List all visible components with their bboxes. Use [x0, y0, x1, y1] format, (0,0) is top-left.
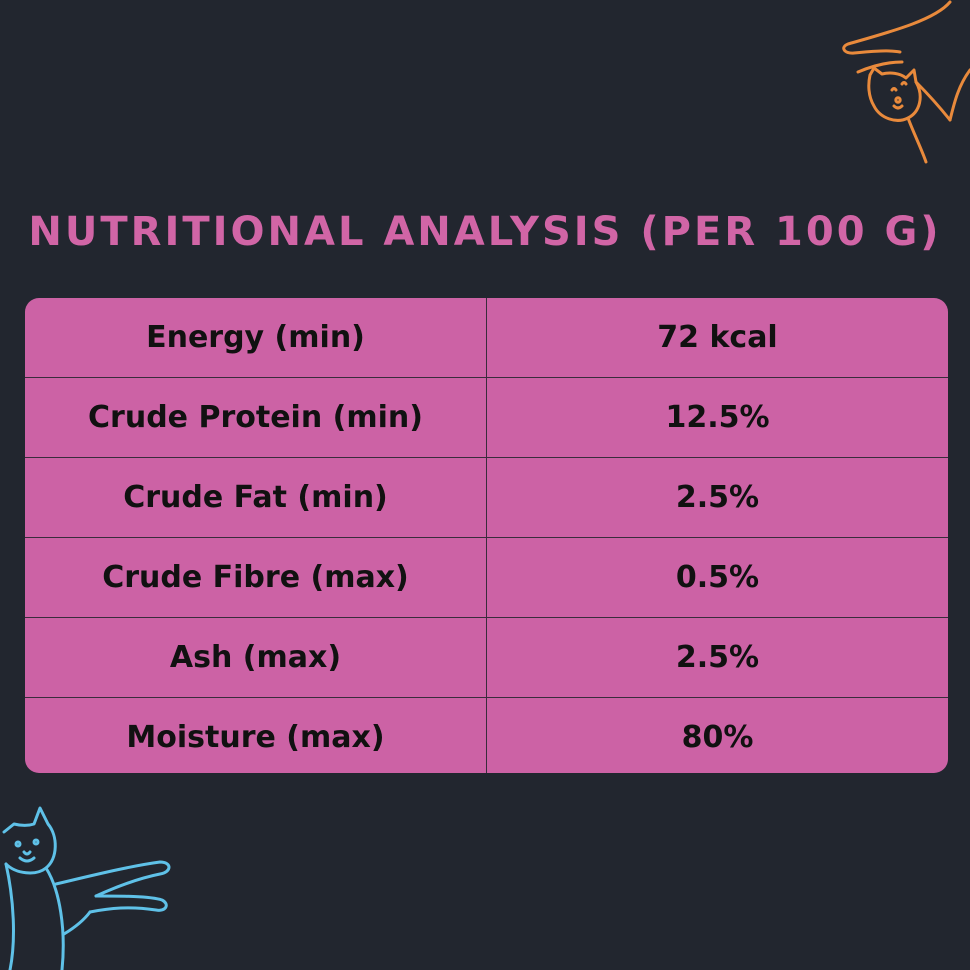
orange-cat-doodle-icon — [842, 0, 970, 164]
table-row: Crude Protein (min) 12.5% — [25, 377, 948, 458]
nutrient-label: Crude Fat (min) — [25, 457, 487, 538]
nutrient-value: 2.5% — [486, 457, 948, 538]
nutrient-label: Energy (min) — [25, 298, 487, 378]
nutrient-label: Crude Fibre (max) — [25, 537, 487, 618]
page-title: Nutritional Analysis (per 100 g) — [28, 209, 942, 255]
table-row: Crude Fibre (max) 0.5% — [25, 537, 948, 618]
nutrition-table: Energy (min) 72 kcal Crude Protein (min)… — [25, 298, 948, 773]
nutrient-value: 12.5% — [486, 377, 948, 458]
table-row: Ash (max) 2.5% — [25, 617, 948, 698]
table-row: Moisture (max) 80% — [25, 697, 948, 773]
nutrient-value: 0.5% — [486, 537, 948, 618]
nutrient-label: Crude Protein (min) — [25, 377, 487, 458]
nutrient-value: 72 kcal — [486, 298, 948, 378]
nutrient-label: Moisture (max) — [25, 697, 487, 773]
table-row: Crude Fat (min) 2.5% — [25, 457, 948, 538]
nutrient-value: 80% — [681, 720, 754, 755]
blue-cat-doodle-icon — [2, 806, 171, 970]
nutrient-label: Ash (max) — [25, 617, 487, 698]
table-row: Energy (min) 72 kcal — [25, 298, 948, 378]
nutrient-value: 2.5% — [486, 617, 948, 698]
